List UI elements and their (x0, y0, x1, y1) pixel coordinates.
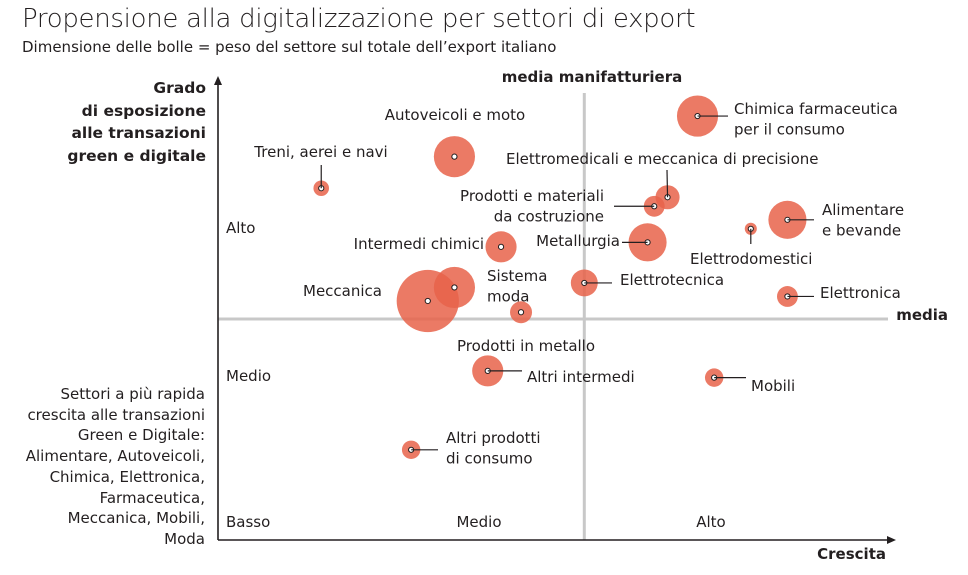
bubble-label: Prodotti e materiali da costruzione (460, 187, 604, 226)
bubble-label-line: Alimentare (822, 201, 904, 219)
bubble-label-line: Mobili (751, 377, 795, 395)
y-axis-label: Grado di esposizione alle transazioni green… (67, 77, 206, 167)
x-tick-label: Alto (696, 513, 726, 531)
bubble-label: Alimentare e bevande (822, 201, 904, 240)
bubble-label: Autoveicoli e moto (385, 106, 525, 124)
footnote-line-7: Meccanica, Mobili, (67, 509, 205, 528)
y-tick-label: Medio (226, 367, 271, 385)
bubble-label-line: per il consumo (734, 121, 845, 139)
chart-subtitle: Dimensione delle bolle = peso del settor… (22, 38, 557, 56)
bubble-label-line: Altri prodotti (446, 429, 541, 447)
bubble-label-line: Elettronica (820, 284, 901, 302)
bubble-label-line: Intermedi chimici (354, 235, 484, 253)
bubble-label: Intermedi chimici (354, 235, 484, 253)
bubble-label: Elettronica (820, 284, 901, 302)
bubble-label: Treni, aerei e navi (253, 143, 387, 161)
bubble-label-line: Sistema (487, 267, 547, 285)
x-tick-label: Medio (456, 513, 501, 531)
y-axis-label-line-2: di esposizione (81, 101, 206, 120)
median-horizontal-label: media (896, 306, 948, 324)
bubble-center-dot (497, 243, 505, 250)
bubble-label: Meccanica (303, 282, 382, 300)
bubble-label: Elettrodomestici (690, 250, 812, 268)
chart-title: Propensione alla digitalizzazione per se… (22, 4, 696, 34)
bubble-center-dot (517, 309, 525, 316)
bubble-label-line: Autoveicoli e moto (385, 106, 525, 124)
x-axis-label: Crescita (817, 545, 886, 563)
bubble-label-line: Elettrodomestici (690, 250, 812, 268)
bubble-label-line: moda (487, 288, 530, 306)
bubble-label-line: Elettrotecnica (620, 271, 724, 289)
y-axis-label-line-4: green e digitale (67, 146, 206, 165)
footnote-line-3: Green e Digitale: (77, 426, 205, 445)
y-tick-label: Alto (226, 219, 256, 237)
leader-line (666, 169, 669, 198)
bubble-label: Chimica farmaceutica per il consumo (734, 100, 898, 139)
bubble-label-line: Treni, aerei e navi (253, 143, 387, 161)
bubble-center-dot (451, 284, 458, 291)
footnote-line-5: Chimica, Elettronica, (49, 467, 205, 486)
bubble-label-line: Meccanica (303, 282, 382, 300)
bubble-center-dot (451, 153, 458, 160)
bubble-label: Mobili (751, 377, 795, 395)
bubble-label-line: di consumo (446, 450, 533, 468)
bubble-label-line: e bevande (822, 222, 901, 240)
footnote-line-6: Farmaceutica, (99, 488, 205, 507)
bubble-label: Altri intermedi (527, 368, 635, 386)
bubble-label-line: Prodotti e materiali (460, 187, 604, 205)
y-tick-label: Basso (226, 513, 270, 531)
bubble-label-line: Elettromedicali e meccanica di precision… (506, 150, 818, 168)
median-vertical-label: media manifatturiera (502, 68, 683, 86)
y-axis-label-line-3: alle transazioni (71, 124, 206, 142)
bubble-label: Sistema moda (487, 267, 547, 306)
footnote-line-4: Alimentare, Autoveicoli, (25, 447, 205, 466)
bubble-label: Altri prodotti di consumo (446, 429, 541, 468)
bubble-label-line: Metallurgia (536, 232, 620, 250)
footnote-line-1: Settori a più rapida (60, 385, 205, 403)
bubble-label: Elettromedicali e meccanica di precision… (506, 150, 818, 168)
bubble-label: Metallurgia (536, 232, 620, 250)
footnote-line-8: Moda (164, 529, 205, 548)
bubble-label-line: Prodotti in metallo (457, 337, 595, 355)
footnote-line-2: crescita alle transazioni (27, 405, 205, 424)
bubble-label: Prodotti in metallo (457, 337, 595, 355)
bubble-label-line: Altri intermedi (527, 368, 635, 386)
bubble-center-dot (424, 297, 431, 305)
footnote: Settori a più rapida crescita alle transa… (26, 384, 205, 550)
bubble-label: Elettrotecnica (620, 271, 724, 289)
bubble-label-line: Chimica farmaceutica (734, 100, 898, 118)
y-axis-label-line-1: Grado (153, 79, 206, 97)
bubble-label-line: da costruzione (494, 208, 604, 226)
